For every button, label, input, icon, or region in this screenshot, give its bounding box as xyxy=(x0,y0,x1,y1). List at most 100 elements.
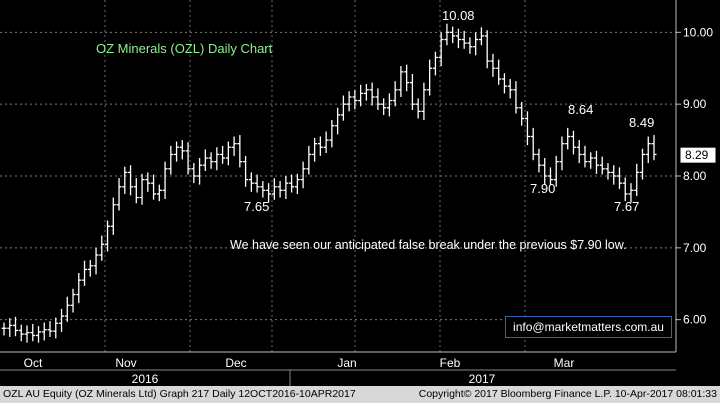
ohlc-bar xyxy=(254,174,260,193)
x-month-label: Feb xyxy=(440,356,461,370)
ohlc-bar xyxy=(381,98,387,115)
y-tick-label: 10.00 xyxy=(683,25,713,39)
ohlc-bar xyxy=(484,30,490,69)
ohlc-bar xyxy=(24,325,30,343)
x-month-label: Nov xyxy=(115,356,136,370)
ohlc-bar xyxy=(467,37,473,54)
ohlc-bar xyxy=(582,145,588,168)
ohlc-bar xyxy=(122,166,128,194)
price-label-10-08: 10.08 xyxy=(442,8,475,23)
ohlc-bar xyxy=(168,145,174,175)
ohlc-bar xyxy=(375,88,381,110)
y-tick-label: 8.00 xyxy=(683,169,707,183)
ohlc-bar xyxy=(76,272,82,304)
price-label-8-64: 8.64 xyxy=(568,102,593,117)
ohlc-bar xyxy=(99,235,105,261)
ohlc-bar xyxy=(645,136,651,164)
ohlc-bar xyxy=(18,324,24,342)
ohlc-bar xyxy=(36,326,42,343)
ohlc-bar xyxy=(156,184,162,202)
x-year-label: 2017 xyxy=(469,372,496,386)
ohlc-bar xyxy=(30,323,36,342)
last-price-label: 8.29 xyxy=(685,148,709,162)
ohlc-bar xyxy=(409,73,415,110)
ohlc-bar xyxy=(616,167,622,189)
ohlc-bar xyxy=(191,163,197,184)
ohlc-bar xyxy=(70,288,76,313)
ohlc-bar xyxy=(53,317,59,339)
x-month-label: Mar xyxy=(554,356,575,370)
ohlc-bar xyxy=(369,82,375,106)
ohlc-bar xyxy=(105,220,111,252)
ohlc-bar xyxy=(455,28,461,49)
ohlc-bar xyxy=(145,172,151,192)
ohlc-bar xyxy=(41,322,47,341)
ohlc-bar xyxy=(576,140,582,164)
ohlc-bar xyxy=(128,165,134,196)
ohlc-bar xyxy=(162,161,168,199)
ohlc-bar xyxy=(116,178,122,211)
contact-email-box[interactable]: info@marketmatters.com.au xyxy=(505,316,672,338)
ohlc-bar xyxy=(352,89,358,110)
ohlc-bar xyxy=(496,59,502,85)
ohlc-bar xyxy=(260,181,266,198)
ohlc-bar xyxy=(599,156,605,175)
y-tick-label: 6.00 xyxy=(683,313,707,327)
ohlc-bar xyxy=(82,260,88,286)
ohlc-bar xyxy=(185,142,191,175)
ohlc-bar xyxy=(404,64,410,92)
ohlc-bar xyxy=(340,95,346,121)
x-month-label: Dec xyxy=(225,356,246,370)
ohlc-bar xyxy=(283,176,289,199)
ohlc-bar xyxy=(553,155,559,187)
ohlc-bar xyxy=(237,135,243,168)
x-month-label: Oct xyxy=(24,356,43,370)
ohlc-bar xyxy=(220,145,226,164)
grid-lines xyxy=(0,0,676,352)
ohlc-bar xyxy=(248,172,254,192)
ohlc-bar xyxy=(593,150,599,174)
ohlc-bar xyxy=(243,155,249,187)
ohlc-bar xyxy=(421,82,427,120)
ohlc-bar xyxy=(524,111,530,146)
x-axis: Oct Nov Dec Jan Feb Mar 2016 2017 xyxy=(0,351,676,386)
ohlc-bar xyxy=(536,148,542,173)
ohlc-bar xyxy=(501,73,507,94)
ohlc-bar xyxy=(294,173,300,194)
ohlc-bar xyxy=(133,178,139,204)
ohlc-bar xyxy=(438,32,444,67)
x-month-label: Jan xyxy=(337,356,356,370)
ohlc-bar xyxy=(565,127,571,150)
ohlc-bar xyxy=(300,161,306,189)
ohlc-bar xyxy=(386,93,392,117)
price-label-7-65: 7.65 xyxy=(244,199,269,214)
ohlc-bar xyxy=(174,141,180,162)
ohlc-bar xyxy=(346,91,352,112)
ohlc-bar xyxy=(628,183,634,203)
ohlc-bar xyxy=(398,66,404,97)
ohlc-bar xyxy=(519,102,525,126)
ohlc-bar xyxy=(622,177,628,202)
ohlc-bar xyxy=(461,30,467,49)
ohlc-bar xyxy=(323,131,329,154)
ohlc-bar xyxy=(208,152,214,169)
ohlc-bar xyxy=(214,147,220,171)
ohlc-bar xyxy=(507,79,513,99)
price-label-7-90: 7.90 xyxy=(530,181,555,196)
ohlc-bar xyxy=(570,130,576,155)
chart-annotation: We have seen our anticipated false break… xyxy=(230,238,627,252)
ohlc-bar xyxy=(139,173,145,205)
ohlc-bar xyxy=(605,163,611,180)
footer-bar: OZL AU Equity (OZ Minerals Ltd) Graph 21… xyxy=(0,386,720,403)
ohlc-bar xyxy=(639,148,645,180)
ohlc-bar xyxy=(444,23,450,46)
ohlc-bar xyxy=(634,163,640,197)
y-axis: 6.00 7.00 8.00 9.00 10.00 8.29 xyxy=(675,0,717,352)
last-price-marker: 8.29 xyxy=(679,146,717,164)
ohlc-bar xyxy=(547,167,553,186)
ohlc-bar xyxy=(231,136,237,156)
ohlc-bar xyxy=(179,140,185,160)
ohlc-bar xyxy=(392,81,398,107)
